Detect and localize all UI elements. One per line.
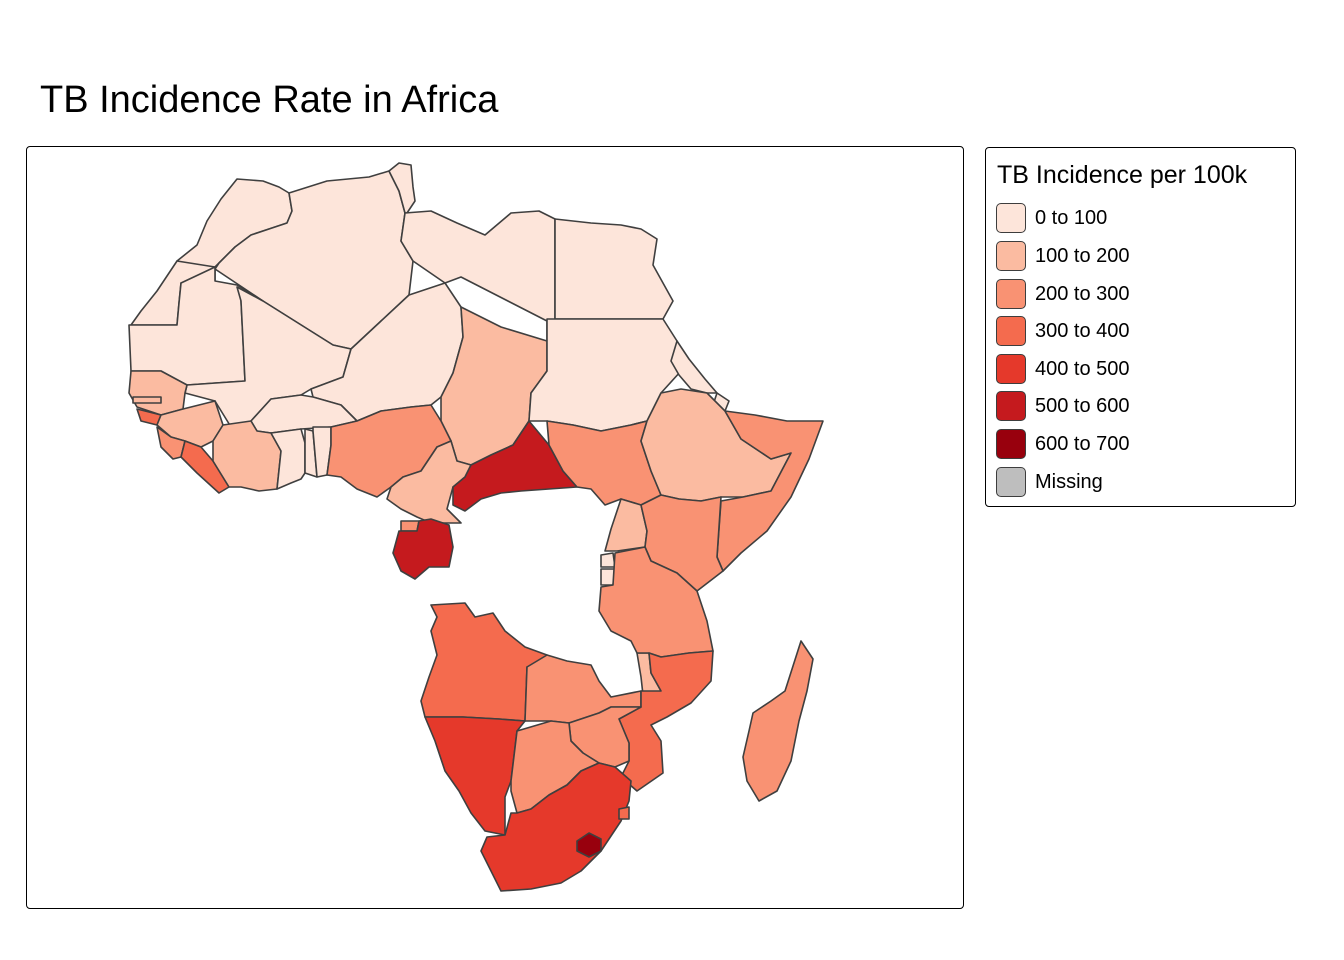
legend-label: 600 to 700 (1035, 433, 1130, 455)
region-Namibia (424, 716, 526, 836)
legend-item: Missing (996, 467, 1286, 499)
legend-swatch (996, 391, 1026, 421)
region-South Africa (480, 762, 632, 892)
legend-label: Missing (1035, 471, 1103, 493)
region-Equatorial Guinea (400, 520, 420, 532)
legend-label: 500 to 600 (1035, 395, 1130, 417)
legend-label: 100 to 200 (1035, 245, 1130, 267)
region-Liberia (180, 440, 230, 494)
region-Cote d'Ivoire (212, 420, 282, 492)
legend-item: 0 to 100 (996, 203, 1286, 235)
legend-label: 0 to 100 (1035, 207, 1108, 229)
legend-swatch (996, 354, 1026, 384)
region-Eritrea (670, 340, 718, 394)
legend-swatch (996, 279, 1026, 309)
legend-item: 600 to 700 (996, 429, 1286, 461)
region-Tunisia (388, 162, 416, 214)
map-title: TB Incidence Rate in Africa (40, 79, 499, 121)
region-Gabon (392, 518, 454, 580)
legend-label: 400 to 500 (1035, 358, 1130, 380)
region-Gambia (132, 396, 162, 404)
africa-map (128, 162, 824, 892)
map-panel (26, 146, 964, 909)
legend-swatch (996, 203, 1026, 233)
legend-item: 100 to 200 (996, 241, 1286, 273)
legend-swatch (996, 316, 1026, 346)
legend-title: TB Incidence per 100k (997, 161, 1248, 189)
legend-label: 300 to 400 (1035, 320, 1130, 342)
legend-swatch (996, 467, 1026, 497)
region-Mozambique (618, 650, 714, 792)
region-Rwanda (600, 552, 616, 568)
map-legend: TB Incidence per 100k 0 to 100 100 to 20… (985, 147, 1296, 507)
region-Madagascar (742, 640, 814, 802)
legend-item: 400 to 500 (996, 354, 1286, 386)
region-Central African Republic (452, 420, 578, 512)
region-Eswatini (618, 806, 630, 820)
region-Guinea (156, 400, 224, 448)
legend-swatch (996, 241, 1026, 271)
legend-label: 200 to 300 (1035, 283, 1130, 305)
legend-item: 300 to 400 (996, 316, 1286, 348)
region-Lesotho (576, 832, 602, 858)
region-Ghana (270, 428, 306, 490)
legend-swatch (996, 429, 1026, 459)
region-Togo (304, 428, 318, 478)
legend-item: 500 to 600 (996, 391, 1286, 423)
legend-item: 200 to 300 (996, 279, 1286, 311)
region-Egypt (554, 218, 674, 320)
